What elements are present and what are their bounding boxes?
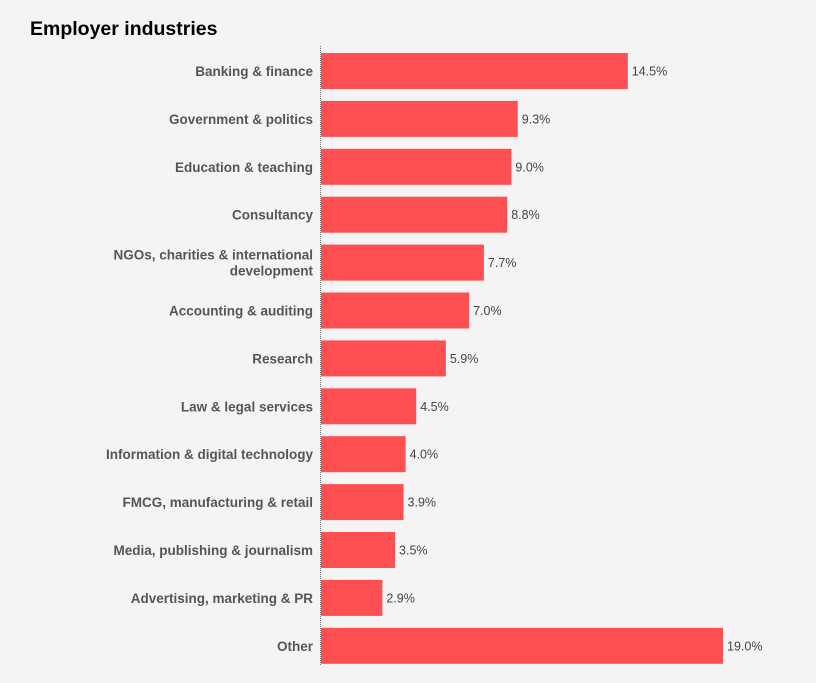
- bar[interactable]: [321, 53, 628, 89]
- category-label: Advertising, marketing & PR: [131, 591, 314, 606]
- bar[interactable]: [321, 388, 417, 425]
- category-label-line: FMCG, manufacturing & retail: [122, 495, 313, 510]
- category-label: Information & digital technology: [106, 447, 313, 462]
- category-label-line: Banking & finance: [195, 64, 313, 79]
- category-label-line: Law & legal services: [181, 399, 313, 414]
- data-label: 3.5%: [399, 544, 428, 558]
- bar[interactable]: [321, 484, 404, 521]
- category-label: FMCG, manufacturing & retail: [122, 495, 313, 510]
- category-label-line: Research: [252, 351, 313, 366]
- category-label: Consultancy: [232, 208, 314, 223]
- category-label-line: Other: [277, 639, 314, 654]
- bar[interactable]: [321, 100, 518, 137]
- data-label: 2.9%: [386, 591, 415, 605]
- bar[interactable]: [321, 292, 470, 329]
- bar[interactable]: [321, 196, 508, 233]
- data-label: 8.8%: [511, 208, 539, 222]
- category-label: Other: [277, 639, 314, 654]
- category-label: Government & politics: [169, 112, 313, 127]
- category-label-line: Education & teaching: [175, 160, 313, 175]
- category-label: Research: [252, 351, 313, 366]
- category-label: Law & legal services: [181, 399, 313, 414]
- data-label: 7.7%: [488, 256, 516, 270]
- data-label: 4.0%: [410, 448, 439, 462]
- data-label: 9.0%: [515, 160, 544, 174]
- category-label-line: Government & politics: [169, 112, 313, 127]
- category-label-line: Accounting & auditing: [169, 304, 313, 319]
- category-label-line: NGOs, charities & international: [113, 248, 313, 263]
- data-label: 5.9%: [450, 352, 479, 366]
- category-label-line: Consultancy: [232, 208, 314, 223]
- bar[interactable]: [321, 244, 484, 281]
- data-label: 4.5%: [420, 400, 449, 414]
- data-label: 3.9%: [408, 496, 437, 510]
- category-label: Education & teaching: [175, 160, 313, 175]
- category-label: NGOs, charities & international developme…: [113, 248, 313, 279]
- category-label: Accounting & auditing: [169, 304, 313, 319]
- category-label: Banking & finance: [195, 64, 313, 79]
- bar[interactable]: [321, 532, 396, 568]
- category-label: Media, publishing & journalism: [113, 543, 313, 558]
- category-label-line: Advertising, marketing & PR: [131, 591, 314, 606]
- category-label-line: Information & digital technology: [106, 447, 313, 462]
- bar[interactable]: [321, 148, 512, 185]
- bar[interactable]: [321, 627, 723, 664]
- category-label-line: Media, publishing & journalism: [113, 543, 313, 558]
- data-label: 19.0%: [727, 639, 762, 653]
- category-label-line: development: [230, 264, 314, 279]
- bar[interactable]: [321, 579, 383, 616]
- data-label: 9.3%: [522, 112, 551, 126]
- chart-title: Employer industries: [30, 18, 218, 40]
- data-label: 7.0%: [473, 304, 502, 318]
- data-label: 14.5%: [632, 65, 667, 79]
- bar[interactable]: [321, 340, 446, 377]
- bar[interactable]: [321, 436, 406, 473]
